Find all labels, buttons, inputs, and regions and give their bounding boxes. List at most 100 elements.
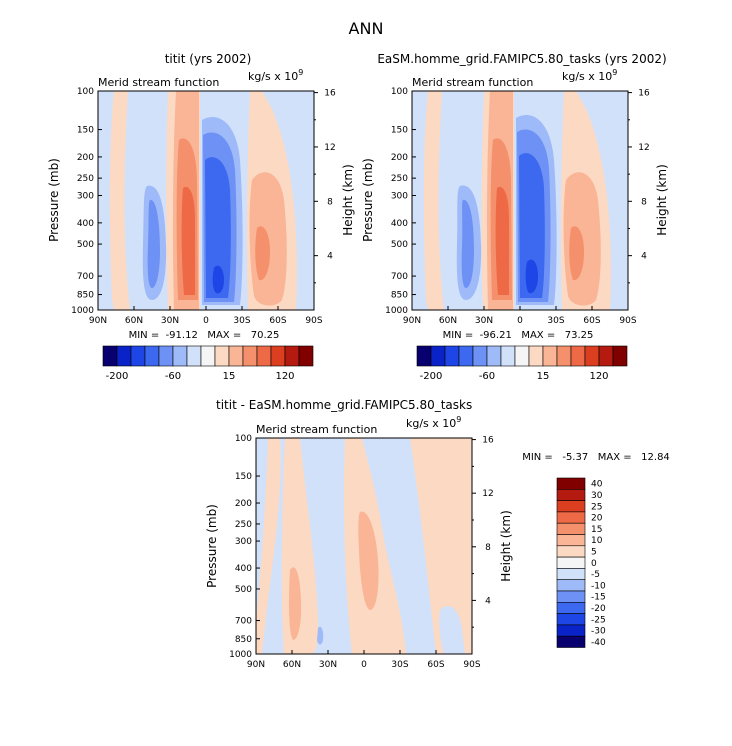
colorbar-swatch <box>556 500 586 513</box>
colorbar-swatch <box>556 511 586 524</box>
y-tick-label: 700 <box>235 617 252 627</box>
panel-3-contour-pos2-a <box>289 567 302 640</box>
x-tick-label: 90N <box>89 316 107 326</box>
panel-2-contour-neg3-subtrop <box>461 199 474 288</box>
colorbar-swatch <box>500 345 516 367</box>
colorbar-swatch <box>542 345 558 367</box>
colorbar-label: -10 <box>591 581 606 591</box>
y-tick-label: 500 <box>391 240 408 250</box>
colorbar-swatch <box>514 345 530 367</box>
panel-3-subtitle: Merid stream function <box>256 423 377 436</box>
y-right-tick-label: 12 <box>324 143 335 153</box>
y-right-tick-label: 8 <box>485 543 491 553</box>
figure-title: ANN <box>349 19 384 38</box>
panel-2-contour-pos3-ferrel <box>569 226 584 281</box>
colorbar-swatch <box>486 345 502 367</box>
colorbar-swatch <box>570 345 586 367</box>
colorbar-label: -5 <box>591 570 600 580</box>
x-tick-label: 60N <box>283 660 301 670</box>
y-tick-label: 150 <box>391 126 408 136</box>
y-tick-label: 250 <box>391 174 408 184</box>
colorbar-swatch <box>556 556 586 569</box>
x-tick-label: 30N <box>319 660 337 670</box>
panel-2-title: EaSM.homme_grid.FAMIPC5.80_tasks (yrs 20… <box>377 52 666 66</box>
colorbar-label: -20 <box>591 604 606 614</box>
colorbar-label: 20 <box>591 514 603 524</box>
colorbar-swatch <box>144 345 160 367</box>
x-tick-label: 60S <box>583 316 600 326</box>
y-right-tick-label: 12 <box>482 489 493 499</box>
panel-2-stats: MIN = -96.21 MAX = 73.25 <box>443 330 594 341</box>
colorbar-swatch <box>556 534 586 547</box>
colorbar-label: -60 <box>479 371 495 382</box>
panel-1-contour-neg5-core <box>212 265 224 294</box>
panel-2-x-axis: 90N 60N 30N 0 30S 60S 90S <box>403 306 637 326</box>
panel-2-y-axis: 100 150 200 250 300 400 500 700 850 1000 <box>385 87 416 316</box>
colorbar-label: 5 <box>591 547 597 557</box>
colorbar-swatch <box>416 345 432 367</box>
colorbar-label: 15 <box>223 371 236 382</box>
y-right-tick-label: 16 <box>324 89 336 99</box>
y-tick-label: 700 <box>77 272 94 282</box>
y-tick-label: 100 <box>391 87 408 97</box>
x-tick-label: 0 <box>517 316 523 326</box>
y-right-tick-label: 16 <box>482 436 494 446</box>
colorbar-swatch <box>200 345 216 367</box>
panel-2-y-axis-right: 16 12 8 4 <box>628 89 650 284</box>
colorbar-swatch <box>556 601 586 614</box>
y-right-tick-label: 8 <box>641 197 647 207</box>
colorbar-label: 15 <box>591 525 602 535</box>
panel-2-ylabel-right: Height (km) <box>655 164 669 235</box>
x-tick-label: 90N <box>247 660 265 670</box>
colorbar-swatch <box>270 345 286 367</box>
colorbar-swatch <box>556 477 586 490</box>
x-tick-label: 60S <box>427 660 444 670</box>
y-tick-label: 200 <box>77 153 94 163</box>
panel-1-contour-pos3-ferrel <box>255 226 270 281</box>
x-tick-label: 30S <box>391 660 408 670</box>
panel-1-title: titit (yrs 2002) <box>165 52 252 66</box>
panel-3-ylabel-right: Height (km) <box>499 510 513 581</box>
colorbar-label: 40 <box>591 480 603 490</box>
y-tick-label: 700 <box>391 272 408 282</box>
y-tick-label: 150 <box>235 472 252 482</box>
colorbar-label: 120 <box>589 371 608 382</box>
colorbar-swatch <box>298 345 314 367</box>
colorbar-swatch <box>556 345 572 367</box>
colorbar-swatch <box>458 345 474 367</box>
panel-2-plot <box>412 91 628 310</box>
y-right-tick-label: 12 <box>638 143 649 153</box>
colorbar-swatch <box>556 579 586 592</box>
panel-2-units: kg/s x 109 <box>562 68 617 83</box>
colorbar-label: 30 <box>591 491 603 501</box>
colorbar-swatch <box>130 345 146 367</box>
panel-1-y-axis-right: 16 12 8 4 <box>314 89 336 284</box>
y-tick-label: 850 <box>235 635 252 645</box>
panel-3-title: titit - EaSM.homme_grid.FAMIPC5.80_tasks <box>216 398 472 412</box>
x-tick-label: 90S <box>619 316 636 326</box>
colorbar-swatch <box>214 345 230 367</box>
panel-3-units: kg/s x 109 <box>406 415 461 430</box>
x-tick-label: 30S <box>547 316 564 326</box>
colorbar-label: 0 <box>591 559 597 569</box>
colorbar-swatch <box>116 345 132 367</box>
y-right-tick-label: 4 <box>641 252 647 262</box>
panel-1-units: kg/s x 109 <box>248 68 303 83</box>
panel-3-contour-pos1-d <box>410 438 472 654</box>
colorbar-label: 25 <box>591 502 602 512</box>
colorbar-panel-1: -200 -60 15 120 <box>102 345 314 382</box>
colorbar-swatch <box>172 345 188 367</box>
colorbar-swatch <box>186 345 202 367</box>
colorbar-swatch <box>228 345 244 367</box>
panel-2-subtitle: Merid stream function <box>412 76 533 89</box>
y-tick-label: 250 <box>77 174 94 184</box>
colorbar-swatch <box>612 345 628 367</box>
panel-1-contour-neg1-south <box>262 91 314 310</box>
y-tick-label: 850 <box>77 291 94 301</box>
panel-1-contour-neg1-west <box>98 91 114 310</box>
panel-3-contour-pos1-a <box>256 438 281 654</box>
y-tick-label: 500 <box>235 585 252 595</box>
colorbar-swatch <box>528 345 544 367</box>
colorbar-swatch <box>556 613 586 626</box>
